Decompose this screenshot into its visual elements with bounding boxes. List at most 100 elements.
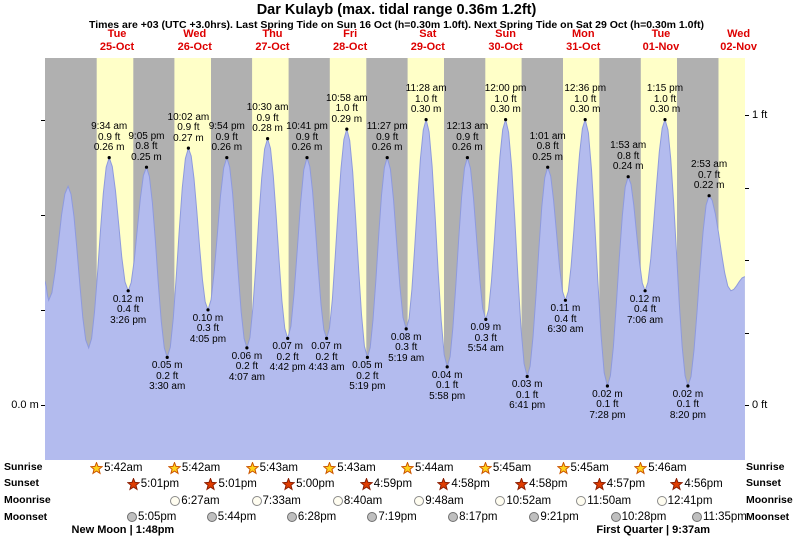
moonrise-circle-icon — [251, 495, 262, 506]
sunrise-time-item: 5:43am — [322, 460, 376, 475]
day-label: Fri 28-Oct — [333, 28, 368, 53]
high-tide-label: 12:36 pm 1.0 ft 0.30 m — [564, 83, 607, 116]
moonset-time: 5:44pm — [217, 511, 257, 523]
tide-extreme-dot — [465, 156, 469, 160]
moonrise-time-item: 12:41pm — [656, 494, 713, 508]
tide-extreme-dot — [504, 118, 508, 122]
moonrise-time-item: 9:48am — [414, 494, 464, 508]
sunrise-time: 5:43am — [337, 462, 376, 474]
moon-phase-new-moon: New Moon | 1:48pm — [71, 524, 175, 536]
sunrise-star-icon — [555, 460, 571, 475]
low-tide-label: 0.04 m 0.1 ft 5:58 pm — [429, 369, 466, 402]
tide-curve — [45, 117, 745, 388]
sunset-time-item: 5:01pm — [203, 476, 257, 491]
low-tide-label: 0.10 m 0.3 ft 4:05 pm — [189, 312, 227, 345]
sunrise-star-icon — [89, 460, 104, 475]
axis-tick — [745, 405, 749, 406]
sunset-time-item: 5:00pm — [281, 476, 335, 491]
tide-extreme-dot — [206, 308, 210, 312]
sunrise-time: 5:43am — [259, 462, 298, 474]
tide-extreme-dot — [445, 365, 449, 369]
tide-extreme-dot — [245, 346, 249, 350]
moonset-circle-icon — [127, 512, 137, 522]
sunrise-time-item: 5:46am — [633, 460, 687, 475]
tide-extreme-dot — [583, 118, 587, 122]
sunset-time-item: 4:56pm — [669, 476, 723, 491]
day-label: Tue 25-Oct — [99, 28, 135, 53]
moonrise-time: 12:41pm — [667, 494, 713, 507]
tide-extreme-dot — [225, 156, 229, 160]
moonrise-time: 8:40am — [343, 494, 383, 507]
low-tide-label: 0.12 m 0.4 ft 7:06 am — [627, 293, 664, 326]
moonrise-time-item: 7:33am — [251, 494, 301, 508]
sunrise-time-item: 5:43am — [245, 460, 298, 475]
sunset-star-icon — [436, 476, 451, 491]
low-tide-label: 0.12 m 0.4 ft 3:26 pm — [110, 293, 147, 326]
moonset-time: 6:28pm — [297, 511, 337, 523]
sunrise-time: 5:46am — [648, 462, 687, 474]
low-tide-label: 0.02 m 0.1 ft 8:20 pm — [669, 388, 706, 421]
y-axis-left-zero-label: 0.0 m — [11, 399, 39, 411]
high-tide-label: 1:01 am 0.8 ft 0.25 m — [529, 130, 566, 163]
sunrise-time-item: 5:45am — [478, 460, 532, 475]
moonset-time: 11:35pm — [702, 511, 747, 523]
sunset-row-label-left: Sunset — [4, 477, 40, 489]
moonrise-time-item: 11:50am — [576, 494, 631, 508]
axis-tick — [41, 215, 45, 216]
tide-extreme-dot — [707, 194, 711, 198]
tide-extreme-dot — [165, 355, 169, 359]
axis-tick — [745, 260, 749, 261]
tide-extreme-dot — [305, 156, 309, 160]
low-tide-label: 0.08 m 0.3 ft 5:19 am — [388, 331, 425, 364]
low-tide-label: 0.06 m 0.2 ft 4:07 am — [228, 350, 265, 383]
low-tide-label: 0.05 m 0.2 ft 5:19 pm — [349, 360, 386, 393]
sunset-row-label-right: Sunset — [746, 477, 782, 489]
sunset-time: 4:58pm — [529, 478, 568, 490]
high-tide-label: 9:54 pm 0.9 ft 0.26 m — [208, 121, 245, 154]
axis-tick — [745, 187, 749, 189]
moonset-time-item: 6:28pm — [286, 510, 337, 524]
sunset-time: 5:01pm — [218, 478, 257, 490]
moonrise-time: 6:27am — [181, 494, 220, 507]
low-tide-label: 0.02 m 0.1 ft 7:28 pm — [589, 388, 626, 421]
sunset-time-item: 5:01pm — [126, 476, 179, 491]
sunrise-time-item: 5:42am — [167, 460, 220, 475]
axis-tick — [41, 120, 45, 121]
sunset-time: 4:58pm — [451, 478, 490, 490]
moonset-circle-icon — [529, 512, 540, 522]
sunrise-time-item: 5:44am — [400, 460, 453, 475]
tide-extreme-dot — [563, 298, 568, 302]
high-tide-label: 10:30 am 0.9 ft 0.28 m — [246, 102, 289, 135]
moonrise-circle-icon — [576, 495, 587, 506]
tide-extreme-dot — [643, 289, 647, 293]
tide-extreme-dot — [345, 127, 349, 131]
sunset-time-item: 4:58pm — [514, 476, 568, 491]
day-label: Wed 02-Nov — [720, 28, 757, 53]
sunrise-time: 5:45am — [492, 462, 532, 474]
tide-extreme-dot — [365, 355, 369, 359]
axis-tick — [41, 405, 45, 406]
moonset-row-label-left: Moonset — [4, 511, 48, 523]
high-tide-label: 12:00 pm 1.0 ft 0.30 m — [484, 83, 527, 116]
day-label: Wed 26-Oct — [177, 28, 212, 53]
sunset-time: 5:00pm — [296, 478, 335, 490]
moonset-time-item: 9:21pm — [529, 510, 579, 524]
moonset-circle-icon — [610, 512, 621, 522]
sunrise-star-icon — [167, 460, 182, 475]
sunset-time: 4:57pm — [606, 478, 646, 490]
low-tide-label: 0.07 m 0.2 ft 4:43 am — [308, 341, 345, 374]
axis-tick — [41, 310, 45, 311]
sunrise-row-label-right: Sunrise — [746, 461, 785, 473]
sunrise-star-icon — [322, 460, 337, 475]
moonrise-circle-icon — [495, 495, 506, 506]
tide-extreme-dot — [525, 374, 529, 379]
sunrise-star-icon — [633, 460, 648, 475]
page-title: Dar Kulayb (max. tidal range 0.36m 1.2ft… — [256, 2, 537, 18]
sunset-time-item: 4:57pm — [592, 476, 646, 491]
high-tide-label: 10:58 am 1.0 ft 0.29 m — [325, 92, 368, 125]
moonrise-row-label-left: Moonrise — [4, 494, 51, 506]
moonset-time: 5:05pm — [138, 511, 177, 523]
tide-extreme-dot — [546, 165, 550, 169]
moonset-time-item: 11:35pm — [691, 510, 747, 524]
axis-tick — [745, 332, 749, 334]
